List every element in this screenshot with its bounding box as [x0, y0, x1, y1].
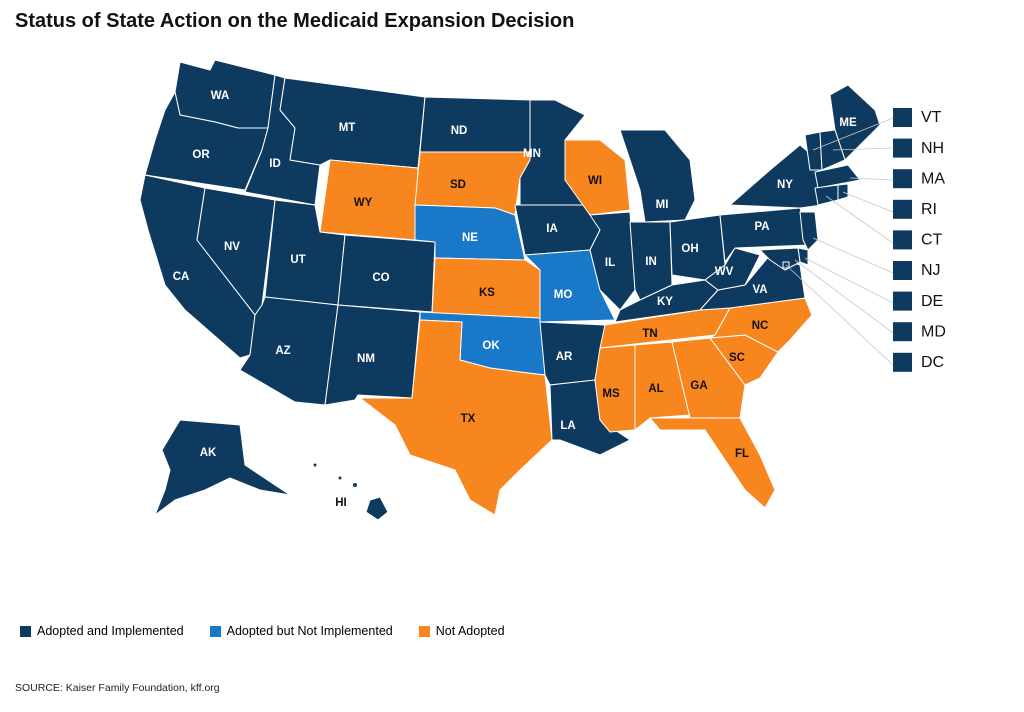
state-PA[interactable]: [719, 207, 811, 263]
small-state-box-DE[interactable]: [893, 291, 912, 311]
legend: Adopted and Implemented Adopted but Not …: [20, 624, 531, 638]
state-TX[interactable]: [359, 319, 553, 516]
small-state-label-MA: MA: [921, 170, 945, 187]
state-label-CO: CO: [372, 272, 389, 284]
state-label-OH: OH: [681, 243, 698, 255]
state-MI[interactable]: [619, 129, 696, 223]
small-state-label-DE: DE: [921, 293, 943, 310]
state-label-IA: IA: [546, 223, 558, 235]
state-label-LA: LA: [560, 420, 575, 432]
state-label-KY: KY: [657, 296, 673, 308]
state-label-PA: PA: [754, 221, 769, 233]
state-WV[interactable]: [704, 247, 761, 291]
state-label-AR: AR: [556, 351, 573, 363]
state-ND[interactable]: [419, 96, 533, 153]
state-label-NC: NC: [752, 320, 769, 332]
small-state-label-NJ: NJ: [921, 262, 941, 279]
state-label-TN: TN: [642, 328, 657, 340]
legend-swatch: [418, 625, 430, 637]
state-label-MO: MO: [554, 289, 573, 301]
state-label-GA: GA: [690, 380, 707, 392]
state-label-FL: FL: [735, 448, 749, 460]
state-label-MS: MS: [602, 388, 620, 400]
state-HI[interactable]: [365, 496, 389, 521]
state-GA[interactable]: [671, 337, 746, 419]
small-state-box-VT[interactable]: [893, 108, 912, 127]
legend-item[interactable]: Not Adopted: [418, 624, 505, 638]
state-FL[interactable]: [649, 417, 776, 509]
hawaii-island-small: [352, 482, 358, 488]
small-state-label-VT: VT: [921, 109, 942, 126]
state-label-KS: KS: [479, 287, 495, 299]
map-title: Status of State Action on the Medicaid E…: [15, 10, 575, 32]
state-label-OK: OK: [482, 340, 500, 352]
state-label-CA: CA: [173, 271, 190, 283]
state-label-SC: SC: [729, 352, 745, 364]
leader-lines: [785, 117, 894, 366]
state-label-ND: ND: [451, 125, 468, 137]
state-label-AL: AL: [648, 383, 663, 395]
state-label-NE: NE: [462, 232, 478, 244]
source-note: SOURCE: Kaiser Family Foundation, kff.or…: [15, 682, 220, 694]
hawaii-island-small: [337, 475, 343, 481]
state-label-ME: ME: [839, 117, 857, 129]
state-label-WA: WA: [211, 90, 230, 102]
small-state-label-CT: CT: [921, 232, 943, 249]
state-label-NV: NV: [224, 241, 240, 253]
state-label-SD: SD: [450, 179, 466, 191]
small-state-box-MA[interactable]: [893, 169, 912, 189]
state-label-IN: IN: [645, 256, 657, 268]
state-label-MN: MN: [523, 148, 541, 160]
legend-item[interactable]: Adopted and Implemented: [20, 624, 184, 638]
legend-item[interactable]: Adopted but Not Implemented: [209, 624, 393, 638]
state-label-MI: MI: [656, 199, 669, 211]
state-label-VA: VA: [752, 284, 767, 296]
legend-swatch: [20, 625, 31, 637]
state-label-NM: NM: [357, 353, 375, 365]
small-state-box-RI[interactable]: [893, 199, 912, 219]
state-label-WI: WI: [588, 175, 602, 187]
small-state-box-DC[interactable]: [893, 352, 912, 372]
state-label-MT: MT: [339, 122, 356, 134]
state-label-ID: ID: [269, 158, 281, 170]
state-label-WV: WV: [715, 266, 734, 278]
state-AL[interactable]: [634, 341, 691, 431]
small-state-label-NH: NH: [921, 140, 944, 157]
state-NJ[interactable]: [799, 211, 819, 251]
small-state-box-MD[interactable]: [893, 322, 912, 342]
small-state-box-NH[interactable]: [893, 138, 912, 158]
legend-label: Adopted and Implemented: [37, 624, 184, 638]
legend-label: Adopted but Not Implemented: [226, 624, 393, 638]
state-label-IL: IL: [605, 257, 615, 269]
state-label-AZ: AZ: [275, 345, 290, 357]
small-state-label-RI: RI: [921, 201, 937, 218]
small-state-label-DC: DC: [921, 354, 944, 371]
legend-swatch: [209, 625, 221, 637]
state-NH[interactable]: [819, 129, 846, 171]
small-state-box-CT[interactable]: [893, 230, 912, 250]
small-state-box-NJ[interactable]: [893, 261, 912, 280]
state-label-HI: HI: [335, 497, 347, 509]
state-AK[interactable]: [154, 419, 291, 516]
hawaii-island-small: [312, 462, 318, 468]
small-state-label-MD: MD: [921, 323, 946, 340]
state-label-OR: OR: [192, 149, 210, 161]
state-MA[interactable]: [814, 164, 861, 189]
state-WI[interactable]: [564, 139, 631, 216]
state-label-WY: WY: [354, 197, 373, 209]
legend-label: Not Adopted: [435, 624, 505, 638]
state-label-UT: UT: [290, 254, 305, 266]
state-label-NY: NY: [777, 179, 793, 191]
state-label-AK: AK: [200, 447, 217, 459]
state-MD[interactable]: [759, 247, 801, 271]
small-state-boxes: VT NH MA RI CT NJ DE MD DC: [893, 108, 946, 372]
state-label-TX: TX: [461, 413, 476, 425]
